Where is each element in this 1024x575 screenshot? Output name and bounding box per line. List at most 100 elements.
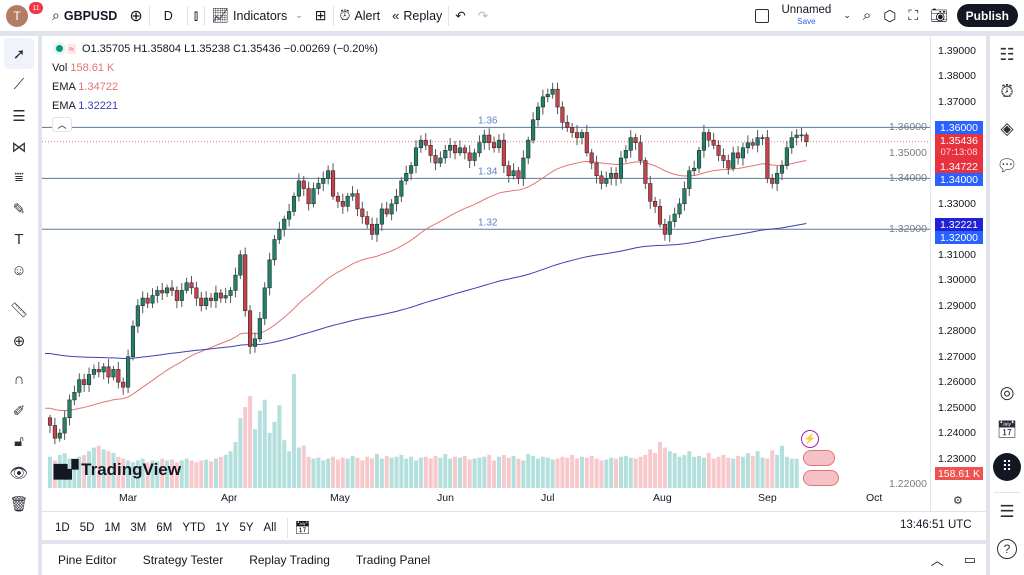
- quick-search-button[interactable]: ⌕: [857, 0, 877, 31]
- streams-button[interactable]: ☰: [990, 493, 1024, 530]
- zoom-tool[interactable]: ⊕: [0, 325, 38, 356]
- tradingview-watermark: ▆▞ TradingView: [54, 460, 181, 480]
- publish-button[interactable]: Publish: [956, 4, 1018, 27]
- undo-button[interactable]: ↶: [449, 0, 471, 31]
- trend-line-tool[interactable]: ⟋: [0, 69, 38, 100]
- ohlc-values: O1.35705 H1.35804 L1.35238 C1.35436 −0.0…: [81, 43, 378, 55]
- price-axis-divider: [930, 36, 931, 512]
- tab-replay-trading[interactable]: Replay Trading: [249, 552, 330, 567]
- alerts-button[interactable]: ⏰︎: [990, 73, 1024, 110]
- hide-drawings-tool[interactable]: 👁︎: [0, 457, 38, 488]
- redo-button[interactable]: ↷: [472, 0, 494, 31]
- lines-tool[interactable]: ⩸: [0, 162, 38, 193]
- fib-tool[interactable]: ☰: [0, 100, 38, 131]
- layout-menu-chevron[interactable]: ⌄: [837, 0, 857, 31]
- products-button[interactable]: ⠿: [990, 448, 1024, 485]
- range-button-3m[interactable]: 3M: [130, 522, 147, 534]
- range-button-1y[interactable]: 1Y: [215, 522, 230, 534]
- price-tick: 1.38000: [938, 70, 976, 83]
- symbol-name: GBPUSD: [63, 8, 118, 23]
- notification-badge: 11: [29, 2, 43, 14]
- chart-type-button[interactable]: ⫾: [188, 0, 204, 31]
- range-button-6m[interactable]: 6M: [156, 522, 173, 534]
- calendar-icon: 📅︎: [996, 419, 1018, 439]
- watchlist-button[interactable]: ☷: [990, 36, 1024, 73]
- object-tree-button[interactable]: ◈: [990, 110, 1024, 147]
- alert-button[interactable]: ⏰︎ Alert: [334, 0, 387, 31]
- lock-drawings-tool[interactable]: 🔓︎: [0, 426, 38, 457]
- bar-countdown: 07:13:08: [940, 147, 978, 158]
- help-icon: ?: [997, 538, 1017, 559]
- stay-in-drawing-tool[interactable]: ✐: [0, 395, 38, 426]
- uk-economic-events[interactable]: [803, 450, 835, 466]
- measure-tool[interactable]: 📏︎: [0, 294, 38, 325]
- events-button[interactable]: ⚡: [801, 430, 819, 448]
- help-button[interactable]: ?: [990, 530, 1024, 567]
- us-economic-events[interactable]: [803, 470, 839, 486]
- tab-trading-panel[interactable]: Trading Panel: [355, 552, 431, 567]
- range-button-5d[interactable]: 5D: [79, 522, 95, 534]
- calendar-button[interactable]: 📅︎: [990, 411, 1024, 448]
- fullscreen-button[interactable]: ⛶: [902, 0, 924, 31]
- settings-button[interactable]: ⬡: [877, 0, 902, 31]
- vol-value: 158.61 K: [70, 62, 115, 74]
- month-label: Jul: [541, 492, 555, 504]
- screenshot-button[interactable]: 📷︎: [924, 0, 954, 31]
- interval-button[interactable]: D: [163, 8, 173, 23]
- text-tool[interactable]: T: [0, 224, 38, 255]
- utc-clock[interactable]: 13:46:51 UTC: [900, 519, 972, 531]
- ema-fast-legend[interactable]: EMA 1.34722: [52, 78, 378, 97]
- price-tick: 1.24000: [938, 427, 976, 440]
- tab-pine-editor[interactable]: Pine Editor: [58, 552, 117, 567]
- range-button-1m[interactable]: 1M: [104, 522, 121, 534]
- level-label-136: 1.36000: [935, 121, 983, 134]
- price-tick: 1.25000: [938, 401, 976, 414]
- grid-icon: ⊞: [314, 7, 327, 23]
- axis-settings-button[interactable]: ⚙: [953, 494, 963, 507]
- magnet-icon: ∩: [13, 371, 25, 388]
- tab-strategy-tester[interactable]: Strategy Tester: [142, 552, 224, 567]
- range-button-1d[interactable]: 1D: [55, 522, 70, 534]
- price-tick: 1.22000: [889, 477, 927, 490]
- layout-checkbox[interactable]: [749, 0, 775, 31]
- icons-tool[interactable]: ☺: [0, 255, 38, 286]
- price-tick: 1.28000: [938, 325, 976, 338]
- month-label: Oct: [866, 492, 883, 504]
- magnet-tool[interactable]: ∩: [0, 364, 38, 395]
- expand-panel-button[interactable]: ︿: [921, 550, 954, 569]
- indicators-button[interactable]: 📈︎ Indicators ⌄: [205, 0, 309, 31]
- go-to-date-button[interactable]: 📅︎: [294, 520, 311, 536]
- symbol-search-button[interactable]: ⌕ GBPUSD: [46, 0, 123, 31]
- collapse-legend-button[interactable]: ︿: [52, 117, 72, 132]
- divider: [332, 5, 334, 26]
- range-button-5y[interactable]: 5Y: [239, 522, 254, 534]
- parallel-lines-icon: ⩸: [14, 169, 24, 186]
- user-avatar[interactable]: T: [6, 5, 28, 27]
- range-button-ytd[interactable]: YTD: [182, 522, 206, 534]
- templates-button[interactable]: ⊞: [309, 0, 333, 31]
- cursor-tool[interactable]: ➚: [4, 38, 34, 69]
- ema-fast-label: 1.34722: [935, 160, 983, 173]
- candles-icon: ⫾: [193, 7, 199, 23]
- pattern-tool[interactable]: ⋈: [0, 131, 38, 162]
- month-label: May: [330, 492, 350, 504]
- replay-button[interactable]: «Replay: [386, 0, 448, 31]
- rewind-icon: «: [392, 8, 400, 23]
- smiley-icon: ☺: [11, 262, 27, 279]
- maximize-panel-button[interactable]: ▭: [954, 552, 986, 568]
- volume-legend[interactable]: Vol 158.61 K: [52, 59, 378, 78]
- hotlists-button[interactable]: ◎: [990, 374, 1024, 411]
- eye-icon: 👁︎: [9, 464, 29, 482]
- compare-symbol-button[interactable]: ⊕: [123, 0, 148, 31]
- brush-tool[interactable]: ✎: [0, 193, 38, 224]
- alert-label: Alert: [354, 8, 381, 23]
- remove-drawings-tool[interactable]: 🗑︎: [0, 488, 38, 519]
- undo-icon: ↶: [455, 9, 466, 23]
- gear-icon: ⚙: [953, 495, 963, 507]
- ema-slow-legend[interactable]: EMA 1.32221: [52, 97, 378, 116]
- chats-button[interactable]: 💬︎: [990, 147, 1024, 184]
- month-label: Jun: [437, 492, 454, 504]
- bottom-panel-tabs: Pine Editor Strategy Tester Replay Tradi…: [42, 544, 986, 575]
- range-button-all[interactable]: All: [263, 522, 277, 534]
- layout-name-button[interactable]: Unnamed Save: [775, 0, 837, 31]
